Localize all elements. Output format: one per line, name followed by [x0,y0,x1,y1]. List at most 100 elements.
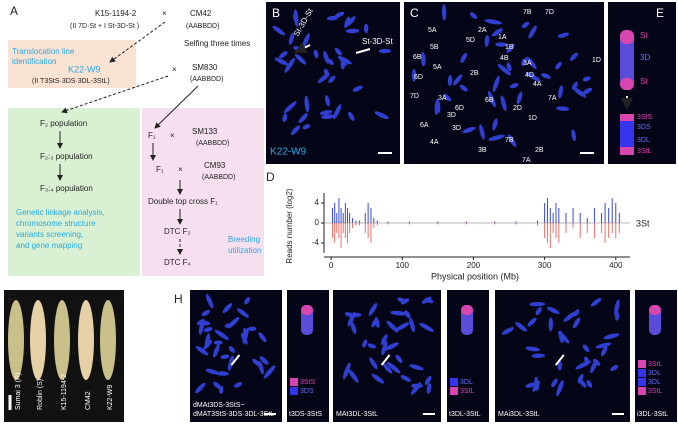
chromosome-label: 7A [522,157,531,164]
spike [54,300,70,380]
chromosome [334,11,345,19]
chromosome-label: 6D [414,74,423,81]
chromosome-label: 6D [455,105,464,112]
chromosome-label: 3A [438,95,447,102]
chromosome [236,308,249,318]
chromosome [272,25,286,36]
y-axis-label: Reads number (log2) [285,188,294,263]
chromosome [324,95,330,107]
diagram-label: 3DL [648,370,661,377]
chromosome [214,329,229,340]
diagram-segment [638,360,646,368]
chromosome [443,93,452,102]
x-tick-label: 100 [396,261,410,270]
chromosome [362,339,368,348]
chromosome [340,60,345,70]
parent: SM830 [192,63,218,72]
chromosome [571,129,577,142]
chromosome [323,50,329,64]
chromosome [216,371,229,376]
chromosome [600,346,608,357]
translocation-box [8,40,136,88]
chromosome [509,83,519,89]
chromosome-name: t3DL-3StL [449,411,481,418]
chromosome [409,364,424,371]
step: DTC F₄ [164,258,191,267]
chromosome [548,317,553,332]
spike-label: K22-W9 [107,385,114,410]
step: F₂ population [40,119,87,128]
chromosome [233,382,243,388]
diagram-label: 3StL [648,361,663,368]
chromosome [529,301,545,307]
chromosome [409,318,415,333]
chromosome [345,28,360,34]
chromosome [424,375,432,385]
arrow [230,354,241,366]
chromosome [526,56,537,70]
chromosome-image [461,305,473,315]
panel-label: H [174,292,183,306]
chromosome [350,322,357,334]
parent: SM133 [192,127,218,136]
spike [8,300,24,380]
selfing: Selfing three times [184,39,250,48]
chromosome [213,340,223,345]
chromosome [541,73,551,79]
chromosome [195,346,209,356]
chromosome-label: 2D [513,105,522,112]
note: utilization [228,246,261,255]
f1: F₁ [156,165,164,174]
diagram-segment [620,114,634,121]
chromosome-label: 7D [410,93,419,100]
chromosome-label: 6B [413,54,422,61]
chromosome [484,19,502,25]
chromosome [371,373,385,384]
x-tick-label: 200 [467,261,481,270]
chromosome [348,369,359,383]
chromosome [590,297,602,307]
chromosome [333,104,342,120]
chromosome-label: 1B [505,44,514,51]
chromosome [380,334,388,346]
parent: CM93 [204,161,226,170]
x-tick-label: 0 [329,261,334,270]
diagram-label: 3StL [637,148,652,155]
cross: × [178,165,183,174]
chromosome [435,99,441,114]
chromosome [248,326,257,331]
chromosome [573,87,587,98]
chromosome [288,32,295,45]
chromosome [582,344,590,352]
panel-label: B [272,6,280,20]
chromosome [386,320,399,333]
chromosome [203,327,213,332]
chromosome [535,307,542,316]
chromosome [557,32,569,38]
genome: (AABBDD) [186,23,219,30]
chromosome [500,95,507,112]
cross: × [170,131,175,140]
chromosome [462,126,476,134]
chromosome [404,310,411,319]
chromosome [298,113,308,124]
spike [30,300,46,380]
chromosome [532,381,541,392]
diagram-segment [620,121,634,133]
step: F₂:₃ population [40,152,93,161]
chromosome [441,4,447,21]
chromosome-label: 3D [447,112,456,119]
chromosome [527,317,537,327]
chromosome [363,23,369,34]
chromosome [492,118,498,131]
y-tick-label: 4 [315,198,320,207]
chromosome [614,311,620,321]
chromosome-label: 1D [592,57,601,64]
chromosome [525,382,537,388]
chromosome [479,124,485,140]
spike [78,300,94,380]
chromosome-image [649,305,661,315]
note: variants screening, [16,230,83,239]
chromosome [447,75,453,87]
